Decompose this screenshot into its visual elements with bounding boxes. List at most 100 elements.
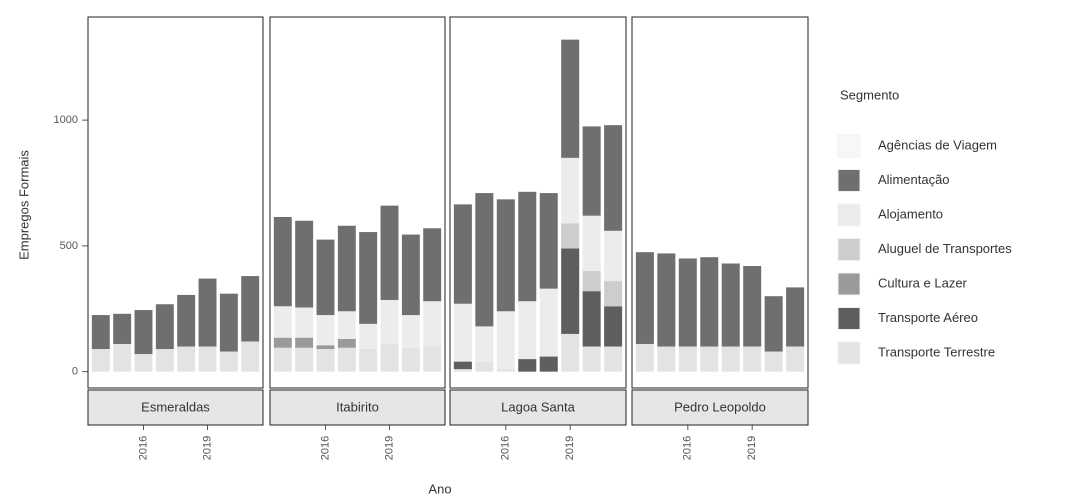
bar-segment <box>582 291 601 347</box>
bar-segment <box>198 346 217 372</box>
x-tick-label: 2016 <box>500 436 512 460</box>
legend-label: Agências de Viagem <box>878 137 997 152</box>
bar-segment <box>496 369 515 372</box>
bar-segment <box>401 315 420 348</box>
bar-segment <box>604 281 623 307</box>
bar-segment <box>295 220 314 308</box>
bar-segment <box>657 253 676 347</box>
bar-segment <box>423 301 442 347</box>
bar-segment <box>786 346 805 372</box>
bar-segment <box>518 191 537 302</box>
bar-segment <box>518 359 537 372</box>
bar-segment <box>582 271 601 292</box>
bar-segment <box>721 346 740 372</box>
x-tick-label: 2016 <box>319 436 331 460</box>
bar-segment <box>764 351 783 372</box>
bar-segment <box>177 346 196 372</box>
bar-segment <box>743 266 762 347</box>
legend-key <box>837 272 861 296</box>
bar-segment <box>721 263 740 347</box>
bar-segment <box>359 323 378 350</box>
facet-strip <box>449 389 627 426</box>
x-tick-label: 2016 <box>682 436 694 460</box>
facet-strip <box>269 389 446 426</box>
bar-segment <box>380 343 399 372</box>
legend-key <box>837 341 861 365</box>
bar-segment <box>539 193 558 289</box>
x-tick-label: 2019 <box>201 436 213 460</box>
bar-segment <box>423 346 442 372</box>
bar-segment <box>496 199 515 312</box>
bar-segment <box>700 346 719 372</box>
panel-border <box>87 16 264 389</box>
bar-segment <box>241 276 260 342</box>
bar-segment <box>678 346 697 372</box>
bar-segment <box>401 347 420 372</box>
bar-segment <box>539 288 558 357</box>
bar-segment <box>635 343 654 372</box>
legend-key <box>837 307 861 330</box>
bar-segment <box>273 216 292 307</box>
x-axis-label: Ano <box>428 481 451 496</box>
bar-segment <box>380 205 399 300</box>
bar-segment <box>635 252 654 344</box>
y-tick-label: 0 <box>72 366 78 378</box>
bar-segment <box>423 228 442 302</box>
bar-segment <box>295 307 314 338</box>
bar-segment <box>359 232 378 324</box>
bar-segment <box>561 157 580 224</box>
bar-segment <box>337 347 356 372</box>
legend-label: Aluguel de Transportes <box>878 241 1012 256</box>
bar-segment <box>539 356 558 372</box>
legend-key <box>837 238 861 261</box>
bar-segment <box>219 293 238 352</box>
bar-segment <box>764 296 783 352</box>
bar-segment <box>678 258 697 347</box>
facet-title: Esmeraldas <box>141 399 210 414</box>
bar-segment <box>155 349 174 372</box>
legend-label: Alimentação <box>878 172 950 187</box>
bar-segment <box>561 39 580 158</box>
bar-segment <box>316 349 335 372</box>
bar-segment <box>604 306 623 347</box>
x-tick-label: 2019 <box>564 436 576 460</box>
bar-segment <box>273 306 292 338</box>
bar-segment <box>401 234 420 316</box>
bar-segment <box>604 125 623 231</box>
facet-strip <box>87 389 264 426</box>
bar-segment <box>453 361 472 370</box>
bar-segment <box>475 326 494 362</box>
legend-label: Transporte Aéreo <box>878 310 978 325</box>
bar-segment <box>316 315 335 346</box>
panel-border <box>269 16 446 389</box>
bar-segment <box>134 354 153 372</box>
bar-segment <box>337 311 356 339</box>
facet-title: Pedro Leopoldo <box>674 399 766 414</box>
legend-key <box>837 203 861 227</box>
bar-segment <box>582 346 601 372</box>
bar-segment <box>359 349 378 372</box>
x-tick-label: 2019 <box>383 436 395 460</box>
legend-label: Transporte Terrestre <box>878 344 995 359</box>
y-axis-label: Empregos Formais <box>16 150 31 260</box>
bar-segment <box>453 369 472 372</box>
bar-segment <box>582 215 601 272</box>
bar-segment <box>177 294 196 347</box>
panel-border <box>449 16 627 389</box>
bar-segment <box>337 225 356 312</box>
bar-segment <box>582 126 601 216</box>
bar-segment <box>453 204 472 304</box>
bar-segment <box>700 257 719 347</box>
y-tick-label: 500 <box>60 240 78 252</box>
facet-title: Lagoa Santa <box>501 399 576 414</box>
bar-segment <box>604 346 623 372</box>
panel-border <box>631 16 809 389</box>
bar-segment <box>380 299 399 344</box>
bar-segment <box>113 313 132 344</box>
bar-segment <box>295 337 314 348</box>
bar-segment <box>273 337 292 348</box>
legend-key <box>837 169 861 192</box>
bar-segment <box>134 310 153 355</box>
bar-segment <box>295 347 314 372</box>
